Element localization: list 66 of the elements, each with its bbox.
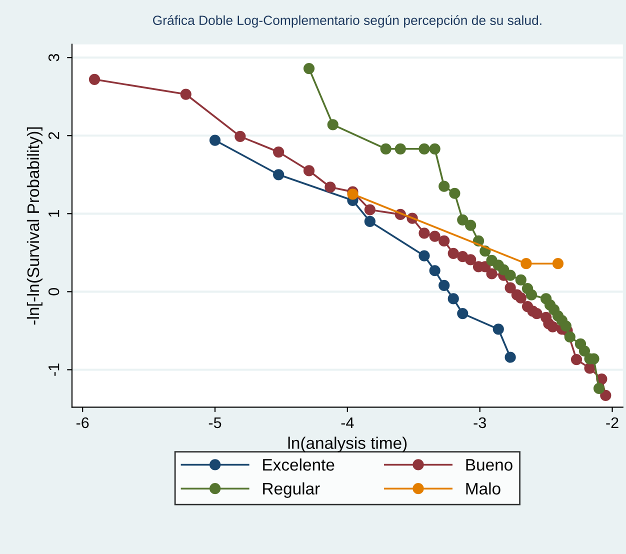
point [504,282,516,294]
y-tick-label: -1 [48,364,60,376]
point [526,289,538,300]
point [449,188,460,199]
y-axis-title: -ln[-ln(Survival Probability)] [26,127,42,325]
point [570,354,582,366]
point [547,321,558,332]
point [457,308,468,320]
point [234,130,246,142]
y-tick-label: 0 [48,288,60,296]
point [418,250,430,262]
y-tick-label: 1 [48,210,60,217]
point [593,382,605,394]
point [418,228,430,239]
x-tick-label: -3 [474,417,486,428]
legend-label: Excelente [263,458,334,471]
y-tick-label: 2 [48,132,60,140]
point [515,292,526,304]
point [457,214,468,226]
x-tick-label: -6 [76,417,89,428]
y-tick-label: 3 [48,54,60,62]
point [273,146,284,158]
point [380,143,392,154]
point [520,258,532,270]
legend-label: Regular [263,482,320,498]
chart-title: Gráfica Doble Log-Complementario según percepción de su salud. [153,15,542,28]
point [465,220,476,231]
point [209,134,221,146]
point [303,165,315,176]
point [486,268,498,280]
point [448,293,459,304]
x-tick-label: -4 [341,417,354,428]
point [492,324,504,335]
point [564,331,576,343]
point [438,235,450,247]
point [324,182,336,193]
point [88,74,100,85]
point [429,230,440,242]
point [429,143,440,154]
point [364,204,376,216]
x-axis-title: ln(analysis time) [288,436,407,452]
point [578,345,590,357]
point [560,320,572,332]
point [364,216,376,228]
x-tick-label: -2 [606,417,618,428]
point [273,169,284,180]
point [531,308,542,320]
point [438,280,450,292]
point [394,143,406,154]
point [438,180,450,192]
legend-label: Bueno [466,459,512,471]
legend-label: Malo [466,482,500,495]
point [515,274,526,286]
point [303,62,315,74]
point [465,254,476,266]
x-tick-label: -5 [208,417,222,428]
point [552,258,564,270]
point [327,119,338,130]
point [600,390,612,402]
point [418,143,430,154]
point [504,352,516,363]
point [180,88,192,100]
point [448,248,459,260]
point [429,265,440,276]
point [347,188,358,200]
point [504,270,516,281]
